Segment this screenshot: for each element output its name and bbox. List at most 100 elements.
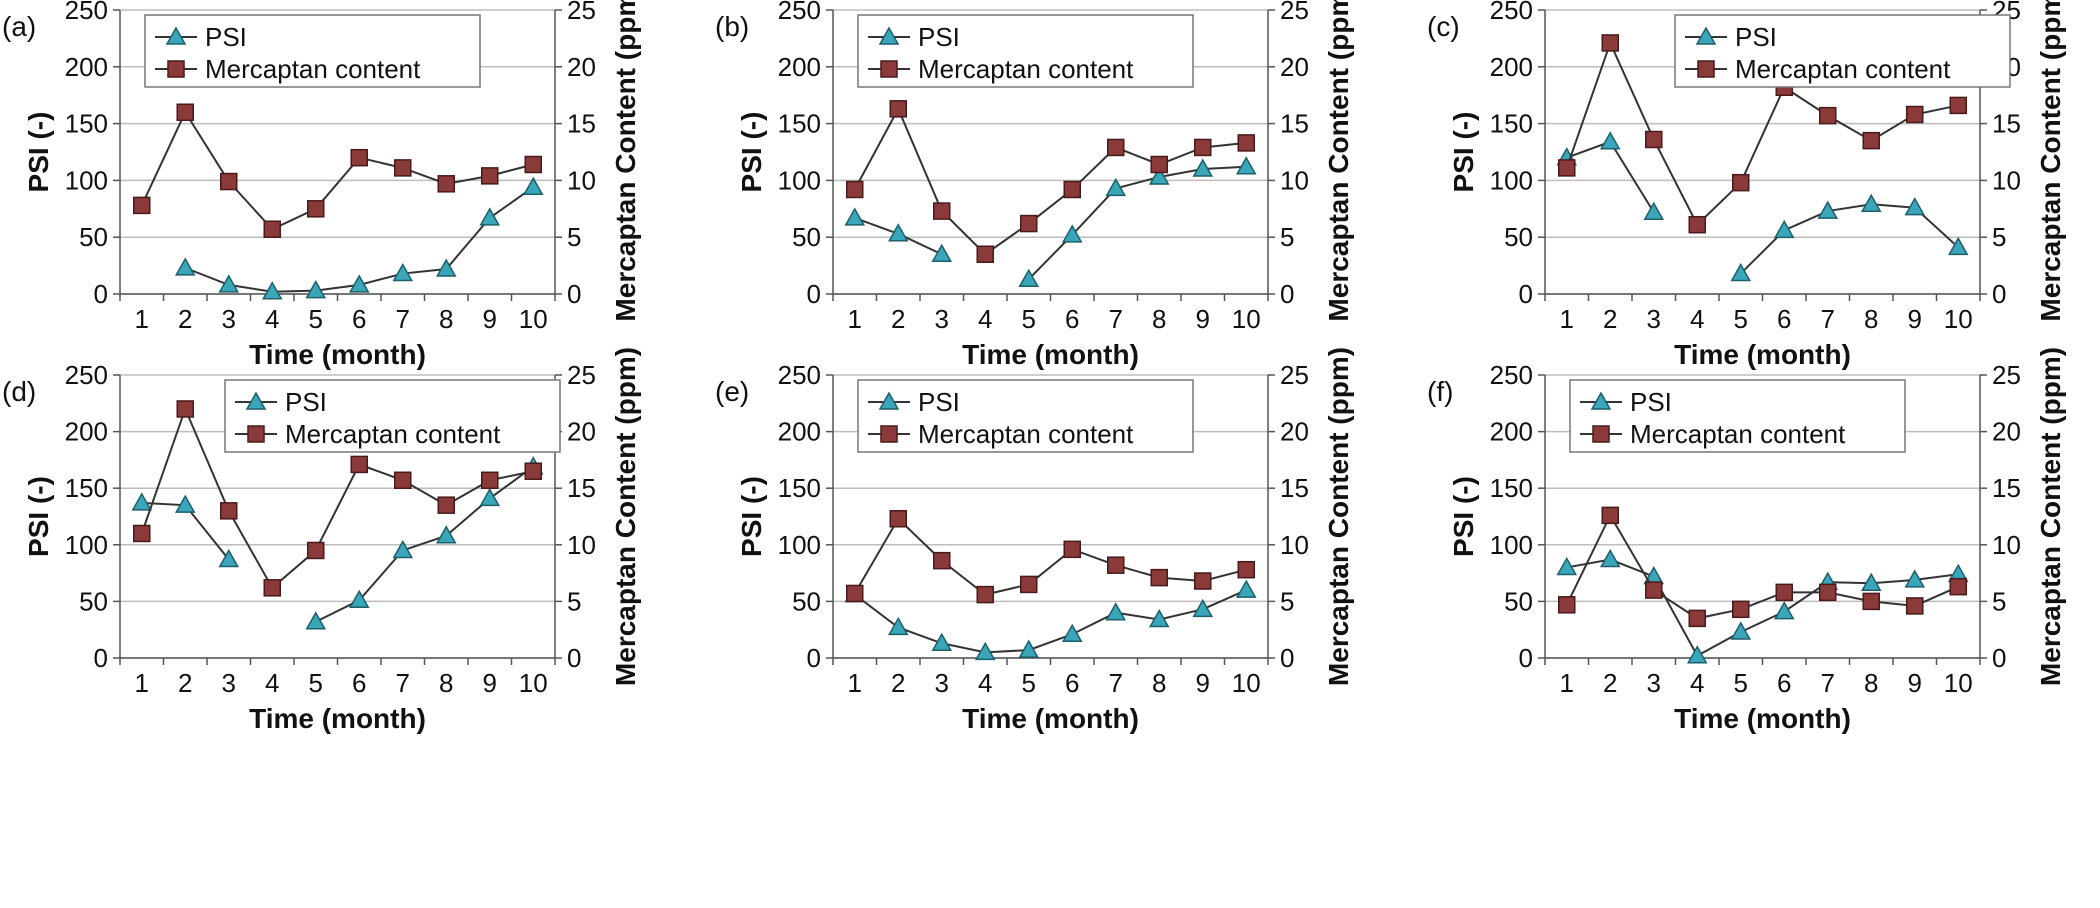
psi-point (931, 243, 953, 262)
legend-marker-mercaptan (167, 60, 185, 78)
y2-tick-label: 5 (567, 586, 581, 616)
y2-tick-label: 20 (1280, 52, 1309, 82)
legend-label: Mercaptan content (918, 419, 1134, 449)
y-tick-label: 150 (65, 109, 108, 139)
x-tick-label: 6 (352, 668, 366, 698)
x-tick-label: 7 (396, 304, 410, 334)
mercaptan-point (1020, 214, 1038, 233)
psi-point (1192, 158, 1214, 177)
x-axis-title: Time (month) (1674, 339, 1851, 370)
psi-point (522, 176, 544, 195)
legend-label: Mercaptan content (1735, 54, 1951, 84)
y-tick-label: 250 (65, 0, 108, 25)
psi-point (174, 257, 196, 276)
series-line-mercaptan (853, 106, 1247, 256)
y-tick-label: 0 (807, 643, 821, 673)
y-axis-title: PSI (-) (1448, 112, 1479, 193)
mercaptan-point (1732, 173, 1750, 192)
mercaptan-point (394, 471, 412, 490)
x-tick-label: 7 (1109, 668, 1123, 698)
psi-point (1018, 639, 1040, 658)
y2-tick-label: 15 (567, 473, 596, 503)
x-tick-label: 4 (265, 668, 279, 698)
y2-tick-label: 25 (567, 0, 596, 25)
y2-tick-label: 5 (1280, 222, 1294, 252)
legend-box (1569, 379, 1906, 453)
mercaptan-point (350, 148, 368, 167)
x-tick-label: 10 (519, 304, 548, 334)
y-axis-title: PSI (-) (23, 112, 54, 193)
mercaptan-point (307, 541, 325, 560)
mercaptan-point (1063, 540, 1081, 559)
legend-box (857, 379, 1194, 453)
legend-marker-mercaptan (1592, 425, 1610, 443)
mercaptan-point (1645, 581, 1663, 599)
y-tick-label: 150 (1490, 473, 1533, 503)
x-tick-label: 1 (135, 304, 149, 334)
series-line-psi (854, 589, 1247, 654)
x-tick-label: 5 (309, 304, 323, 334)
y2-tick-label: 20 (567, 417, 596, 447)
x-tick-label: 9 (483, 668, 497, 698)
x-tick-label: 9 (1196, 668, 1210, 698)
mercaptan-point (1558, 159, 1576, 177)
mercaptan-point (1194, 572, 1212, 590)
y-tick-label: 150 (1490, 109, 1533, 139)
legend-label: PSI (918, 22, 960, 52)
psi-point (1148, 608, 1170, 628)
x-tick-label: 2 (891, 304, 905, 334)
x-tick-label: 10 (1232, 668, 1261, 698)
y-tick-label: 150 (778, 473, 821, 503)
mercaptan-point (1688, 215, 1706, 234)
mercaptan-point (1107, 556, 1125, 574)
legend-label: PSI (1630, 387, 1672, 417)
x-tick-label: 5 (1734, 304, 1748, 334)
x-tick-label: 4 (1690, 304, 1704, 334)
legend-marker-psi (245, 391, 267, 410)
x-tick-label: 5 (309, 668, 323, 698)
mercaptan-point (933, 551, 951, 570)
y-tick-label: 200 (1490, 417, 1533, 447)
x-tick-label: 7 (396, 668, 410, 698)
y-tick-label: 150 (778, 109, 821, 139)
y2-tick-label: 25 (1992, 360, 2021, 390)
mercaptan-point (1862, 131, 1880, 150)
y2-tick-label: 15 (567, 109, 596, 139)
mercaptan-point (1601, 34, 1619, 52)
y-tick-label: 250 (778, 360, 821, 390)
panel-label: (c) (1427, 11, 1460, 42)
mercaptan-point (1558, 596, 1576, 614)
psi-point (1730, 263, 1752, 282)
legend-box (144, 14, 481, 88)
y2-tick-label: 5 (1992, 222, 2006, 252)
y2-tick-label: 0 (1992, 643, 2006, 673)
x-tick-label: 6 (1777, 668, 1791, 698)
x-tick-label: 1 (1560, 304, 1574, 334)
legend-marker-mercaptan (880, 60, 898, 78)
mercaptan-point (1645, 130, 1663, 149)
y2-tick-label: 10 (1280, 165, 1309, 195)
mercaptan-point (176, 103, 194, 121)
x-axis-title: Time (month) (1674, 703, 1851, 734)
y2-axis-title: Mercaptan Content (ppm) (610, 0, 641, 322)
y-tick-label: 50 (79, 586, 108, 616)
series-line-mercaptan (1565, 40, 1959, 227)
series-line-psi (1740, 203, 1959, 275)
x-axis-title: Time (month) (962, 703, 1139, 734)
y-axis-title: PSI (-) (736, 476, 767, 557)
y2-tick-label: 10 (1992, 530, 2021, 560)
y2-tick-label: 15 (1992, 109, 2021, 139)
y-tick-label: 200 (65, 52, 108, 82)
y-tick-label: 200 (778, 417, 821, 447)
x-tick-label: 10 (1944, 668, 1973, 698)
psi-point (435, 258, 457, 277)
x-tick-label: 2 (178, 668, 192, 698)
mercaptan-point (1732, 600, 1750, 619)
psi-point (1686, 645, 1708, 664)
legend-marker-psi (1590, 391, 1612, 410)
